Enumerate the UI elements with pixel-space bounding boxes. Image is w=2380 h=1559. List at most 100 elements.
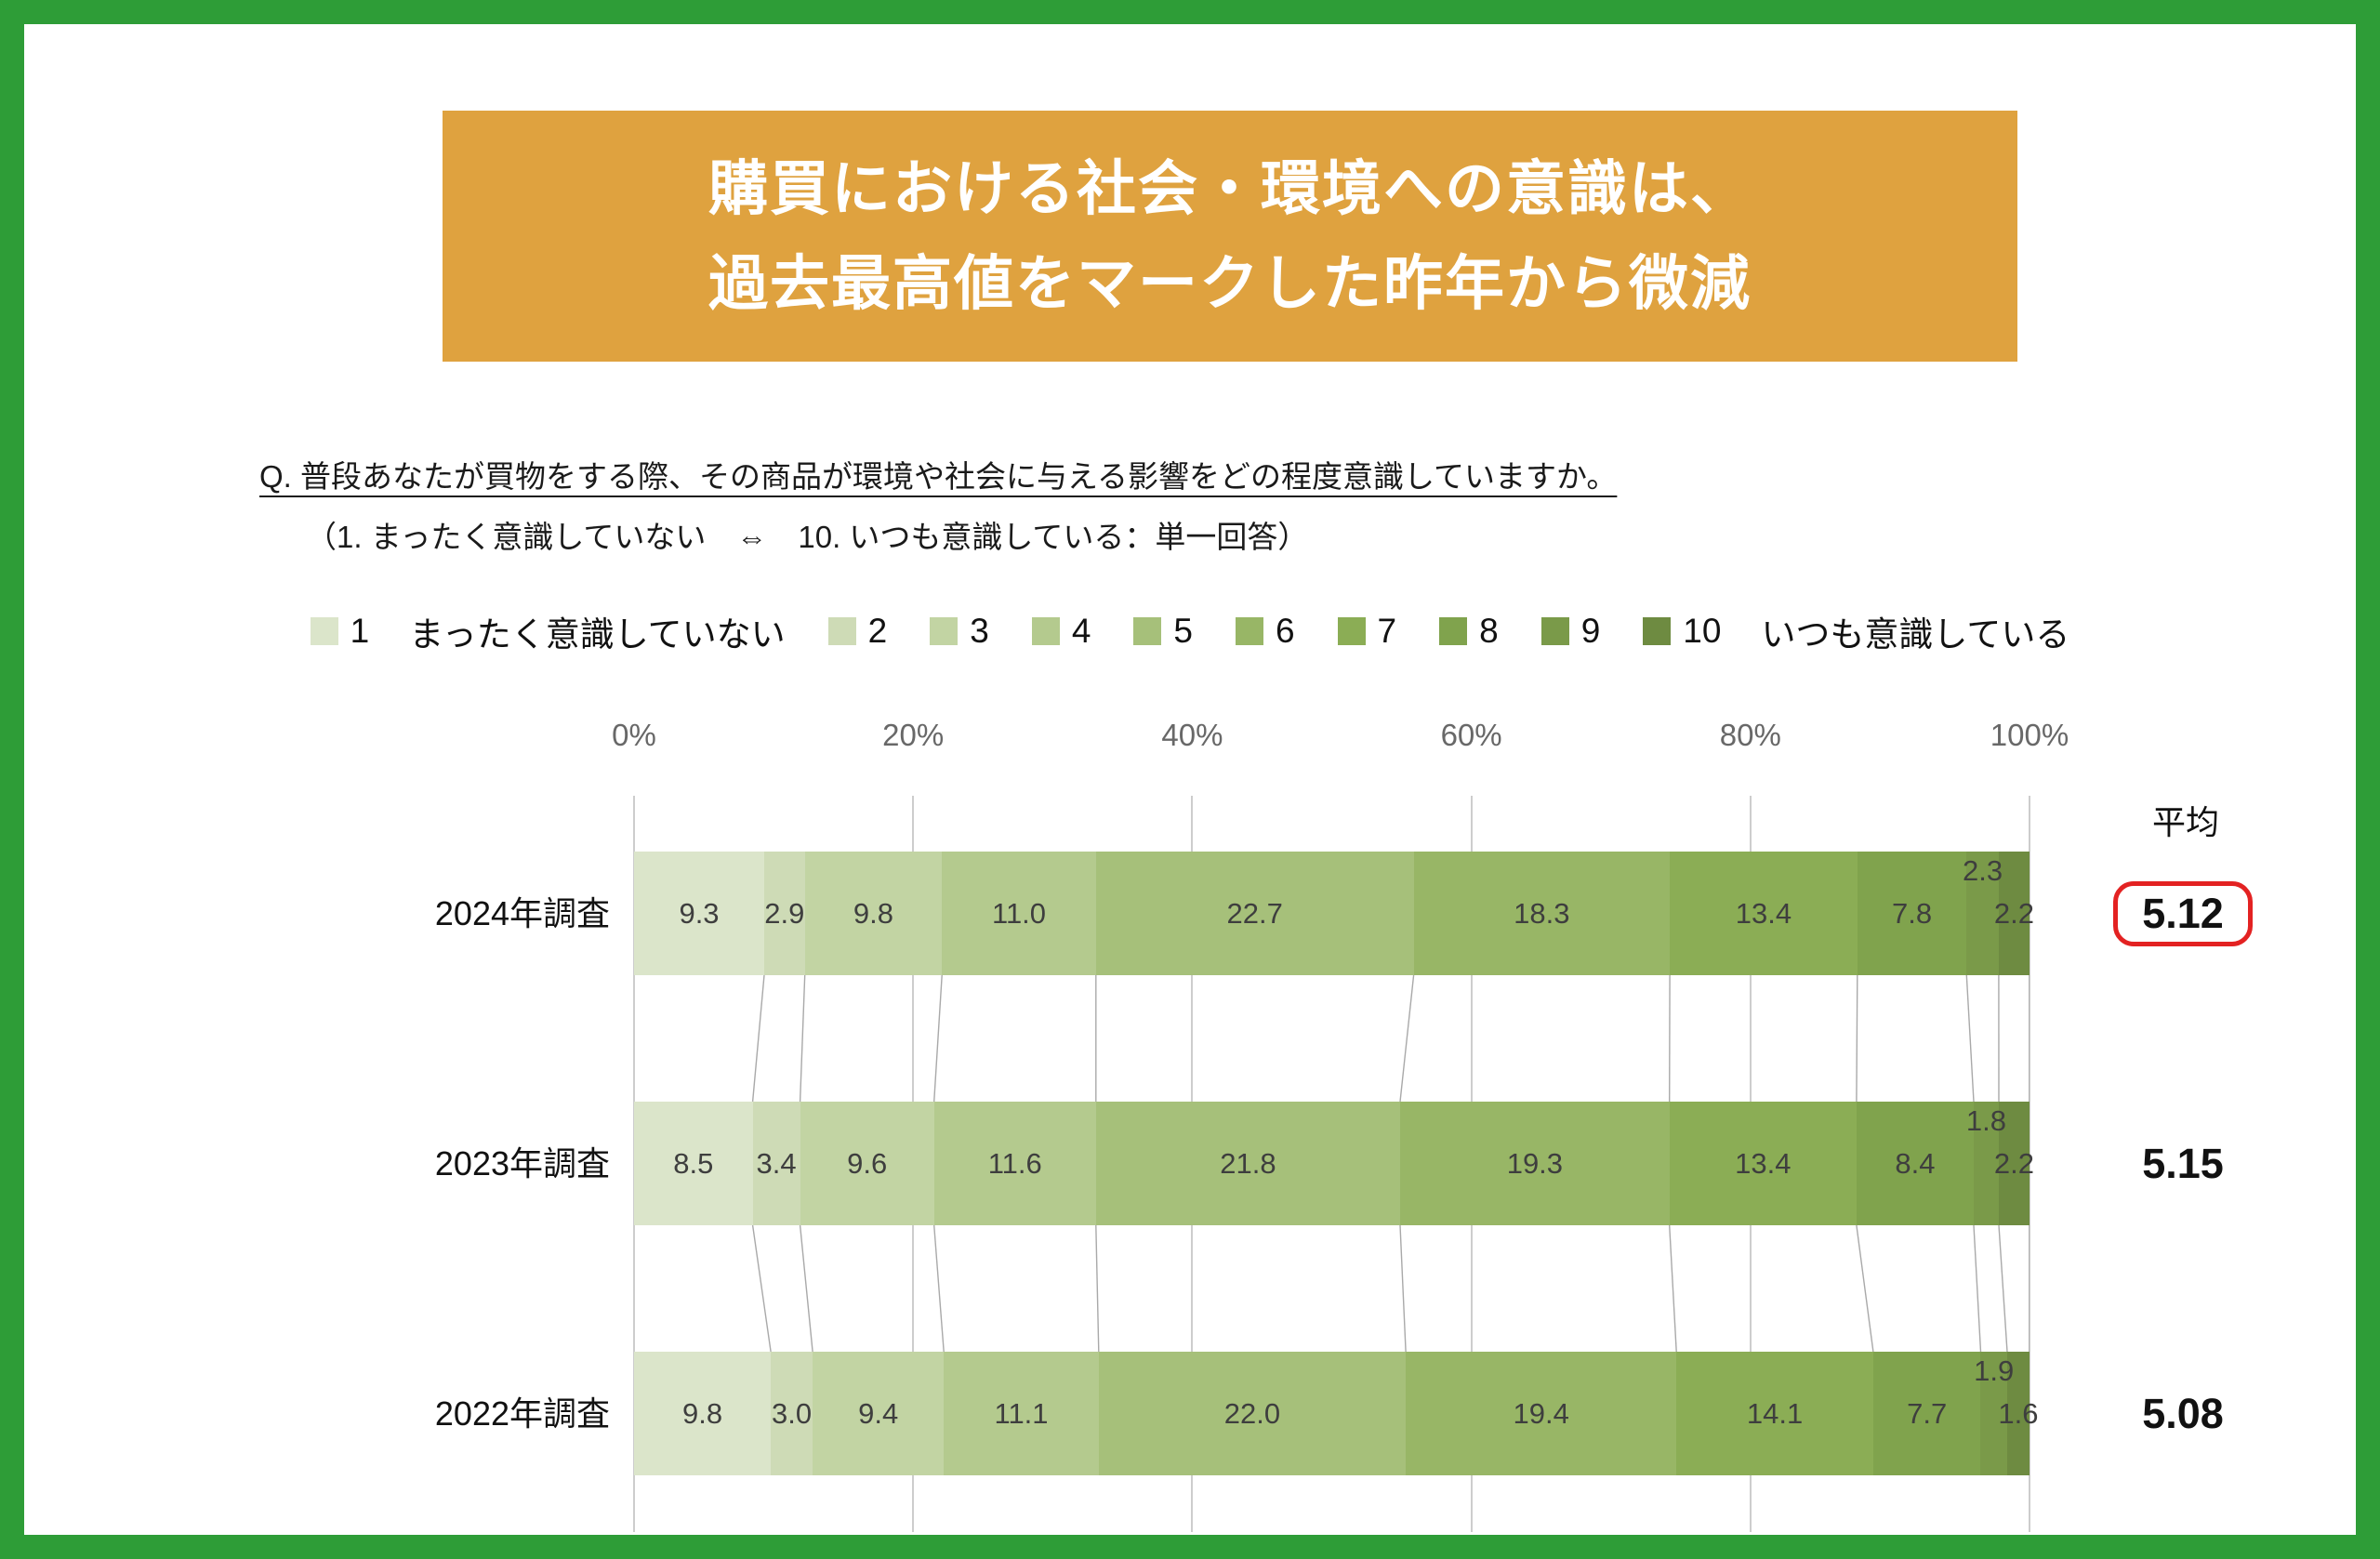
row-label-2022年調査: 2022年調査: [434, 1394, 610, 1433]
survey-question-block: Q. 普段あなたが買物をする際、その商品が環境や社会に与える影響をどの程度意識し…: [259, 452, 1617, 557]
segment-value-label: 2.2: [1993, 896, 2035, 930]
segment-value-label: 1.8: [1965, 1103, 2006, 1137]
segment-value-label: 9.4: [858, 1396, 899, 1430]
legend-value-label: 5: [1173, 612, 1193, 650]
segment-value-label: 19.4: [1513, 1396, 1569, 1430]
bar-segment-scale-8: 7.7: [1872, 1352, 1981, 1475]
legend-item-9: 9: [1540, 612, 1601, 651]
legend-value-label: 2: [867, 612, 888, 650]
legend-swatch-3: [930, 617, 959, 645]
bar-segment-scale-6: 19.4: [1406, 1352, 1677, 1475]
row-label-2023年調査: 2023年調査: [434, 1144, 610, 1182]
segment-value-label: 2.9: [764, 896, 805, 930]
bar-segment-scale-3: 9.4: [813, 1352, 945, 1475]
bar-segment-scale-9: 2.3: [1963, 852, 2003, 975]
averages-column: 5.12 5.15 5.08: [24, 24, 2356, 1535]
segment-value-label: 14.1: [1746, 1396, 1804, 1430]
segment-value-label: 22.7: [1226, 896, 1283, 930]
bar-segment-scale-7: 13.4: [1669, 1102, 1857, 1225]
connector-line: [1856, 1224, 1874, 1353]
legend-swatch-1: [310, 617, 338, 645]
bar-segment-scale-4: 11.1: [944, 1352, 1099, 1475]
average-highlight-box: 5.12: [2113, 881, 2253, 946]
bar-segment-scale-3: 9.6: [800, 1102, 934, 1225]
average-value-2022年調査: 5.08: [2090, 1372, 2276, 1456]
legend-scale-text: まったく意識していない: [409, 615, 786, 654]
legend-swatch-5: [1133, 617, 1162, 645]
connector-line: [1856, 974, 1858, 1103]
bar-segment-scale-2: 3.4: [752, 1102, 800, 1225]
survey-question-text: Q. 普段あなたが買物をする際、その商品が環境や社会に与える影響をどの程度意識し…: [259, 459, 1618, 494]
legend-value-label: 8: [1479, 612, 1499, 650]
segment-connector-lines: [751, 974, 2030, 1353]
x-axis-tick-label: 0%: [612, 718, 656, 752]
legend-swatch-10: [1643, 617, 1672, 645]
segment-value-label: 3.0: [772, 1396, 813, 1430]
segment-value-label: 11.0: [992, 896, 1047, 930]
average-value-text: 5.15: [2142, 1140, 2224, 1187]
legend-value-label: 3: [970, 612, 989, 650]
average-column-header: 平均: [2151, 803, 2219, 841]
legend-value-label: 9: [1580, 612, 1601, 650]
legend-swatch-6: [1235, 617, 1263, 645]
connector-line: [1965, 974, 1975, 1103]
connector-line: [799, 974, 806, 1103]
legend-value-label: 4: [1071, 612, 1091, 650]
x-axis-tick-label: 80%: [1719, 718, 1781, 752]
connector-line: [933, 974, 943, 1103]
bar-segment-scale-7: 14.1: [1676, 1352, 1873, 1475]
bar-segment-scale-8: 8.4: [1856, 1102, 1974, 1225]
bar-segment-scale-2: 3.0: [771, 1352, 813, 1475]
legend-item-3: 3: [930, 612, 989, 651]
bar-segment-scale-1: 9.8: [634, 1352, 772, 1475]
segment-value-label: 18.3: [1514, 896, 1570, 930]
segment-value-label: 9.6: [847, 1146, 888, 1180]
connector-line: [1095, 1224, 1100, 1353]
legend-item-5: 5: [1133, 612, 1193, 651]
connector-line: [799, 1224, 813, 1353]
legend-item-2: 2: [827, 612, 888, 651]
segment-value-label: 8.4: [1895, 1146, 1936, 1180]
bar-segment-scale-8: 7.8: [1857, 852, 1967, 975]
legend-item-6: 6: [1235, 612, 1295, 651]
legend-item-7: 7: [1337, 612, 1396, 651]
slide-title-line2: 過去最高値をマークした昨年から微減: [708, 250, 1752, 317]
segment-value-label: 1.9: [1974, 1354, 2015, 1387]
bar-segment-scale-7: 13.4: [1670, 852, 1858, 975]
x-axis-labels: 0% 20% 40% 60% 80% 100%: [24, 718, 2356, 759]
x-axis-tick-label: 60%: [1440, 718, 1502, 752]
bar-segment-scale-10: 2.2: [1994, 1102, 2034, 1225]
bar-segment-scale-1: 8.5: [634, 1102, 753, 1225]
bar-segment-scale-2: 2.9: [764, 852, 805, 975]
x-axis-tick-label: 100%: [1990, 718, 2069, 752]
bar-segment-scale-9: 1.8: [1966, 1102, 2006, 1225]
legend-item-1: 1 まったく意識していない: [310, 606, 786, 656]
segment-value-label: 2.2: [1993, 1146, 2035, 1180]
bar-segment-scale-10: 1.6: [1998, 1352, 2039, 1475]
segment-value-label: 19.3: [1506, 1146, 1564, 1180]
segment-value-label: 11.6: [987, 1146, 1042, 1180]
segment-value-label: 8.5: [673, 1146, 714, 1180]
survey-scale-note: （1. まったく意識していない ⇔ 10. いつも意識している：単一回答）: [306, 520, 1309, 554]
legend-value-label: 1: [350, 612, 370, 650]
bar-segment-scale-6: 18.3: [1413, 852, 1671, 975]
legend-swatch-9: [1540, 617, 1569, 645]
legend-item-10: 10 いつも意識している: [1643, 606, 2069, 656]
segment-value-label: 13.4: [1735, 896, 1792, 930]
connector-line: [751, 974, 765, 1103]
legend-scale-text: いつも意識している: [1761, 615, 2070, 654]
legend-swatch-4: [1031, 617, 1060, 645]
bar-segment-scale-5: 21.8: [1095, 1102, 1401, 1225]
legend: 1 まったく意識していない 2 3 4 5 6 7 8 9 10 いつも意識している: [24, 606, 2356, 656]
segment-value-label: 13.4: [1735, 1146, 1792, 1180]
average-value-text: 5.08: [2142, 1390, 2224, 1437]
bar-segment-scale-4: 11.0: [942, 852, 1096, 975]
bar-segment-scale-4: 11.6: [933, 1102, 1096, 1225]
bar-segment-scale-1: 9.3: [634, 852, 765, 975]
segment-value-label: 22.0: [1223, 1396, 1281, 1430]
connector-line: [1399, 974, 1415, 1103]
segment-value-label: 3.4: [756, 1146, 797, 1180]
legend-item-4: 4: [1031, 612, 1091, 651]
bar-segment-scale-9: 1.9: [1974, 1352, 2014, 1475]
